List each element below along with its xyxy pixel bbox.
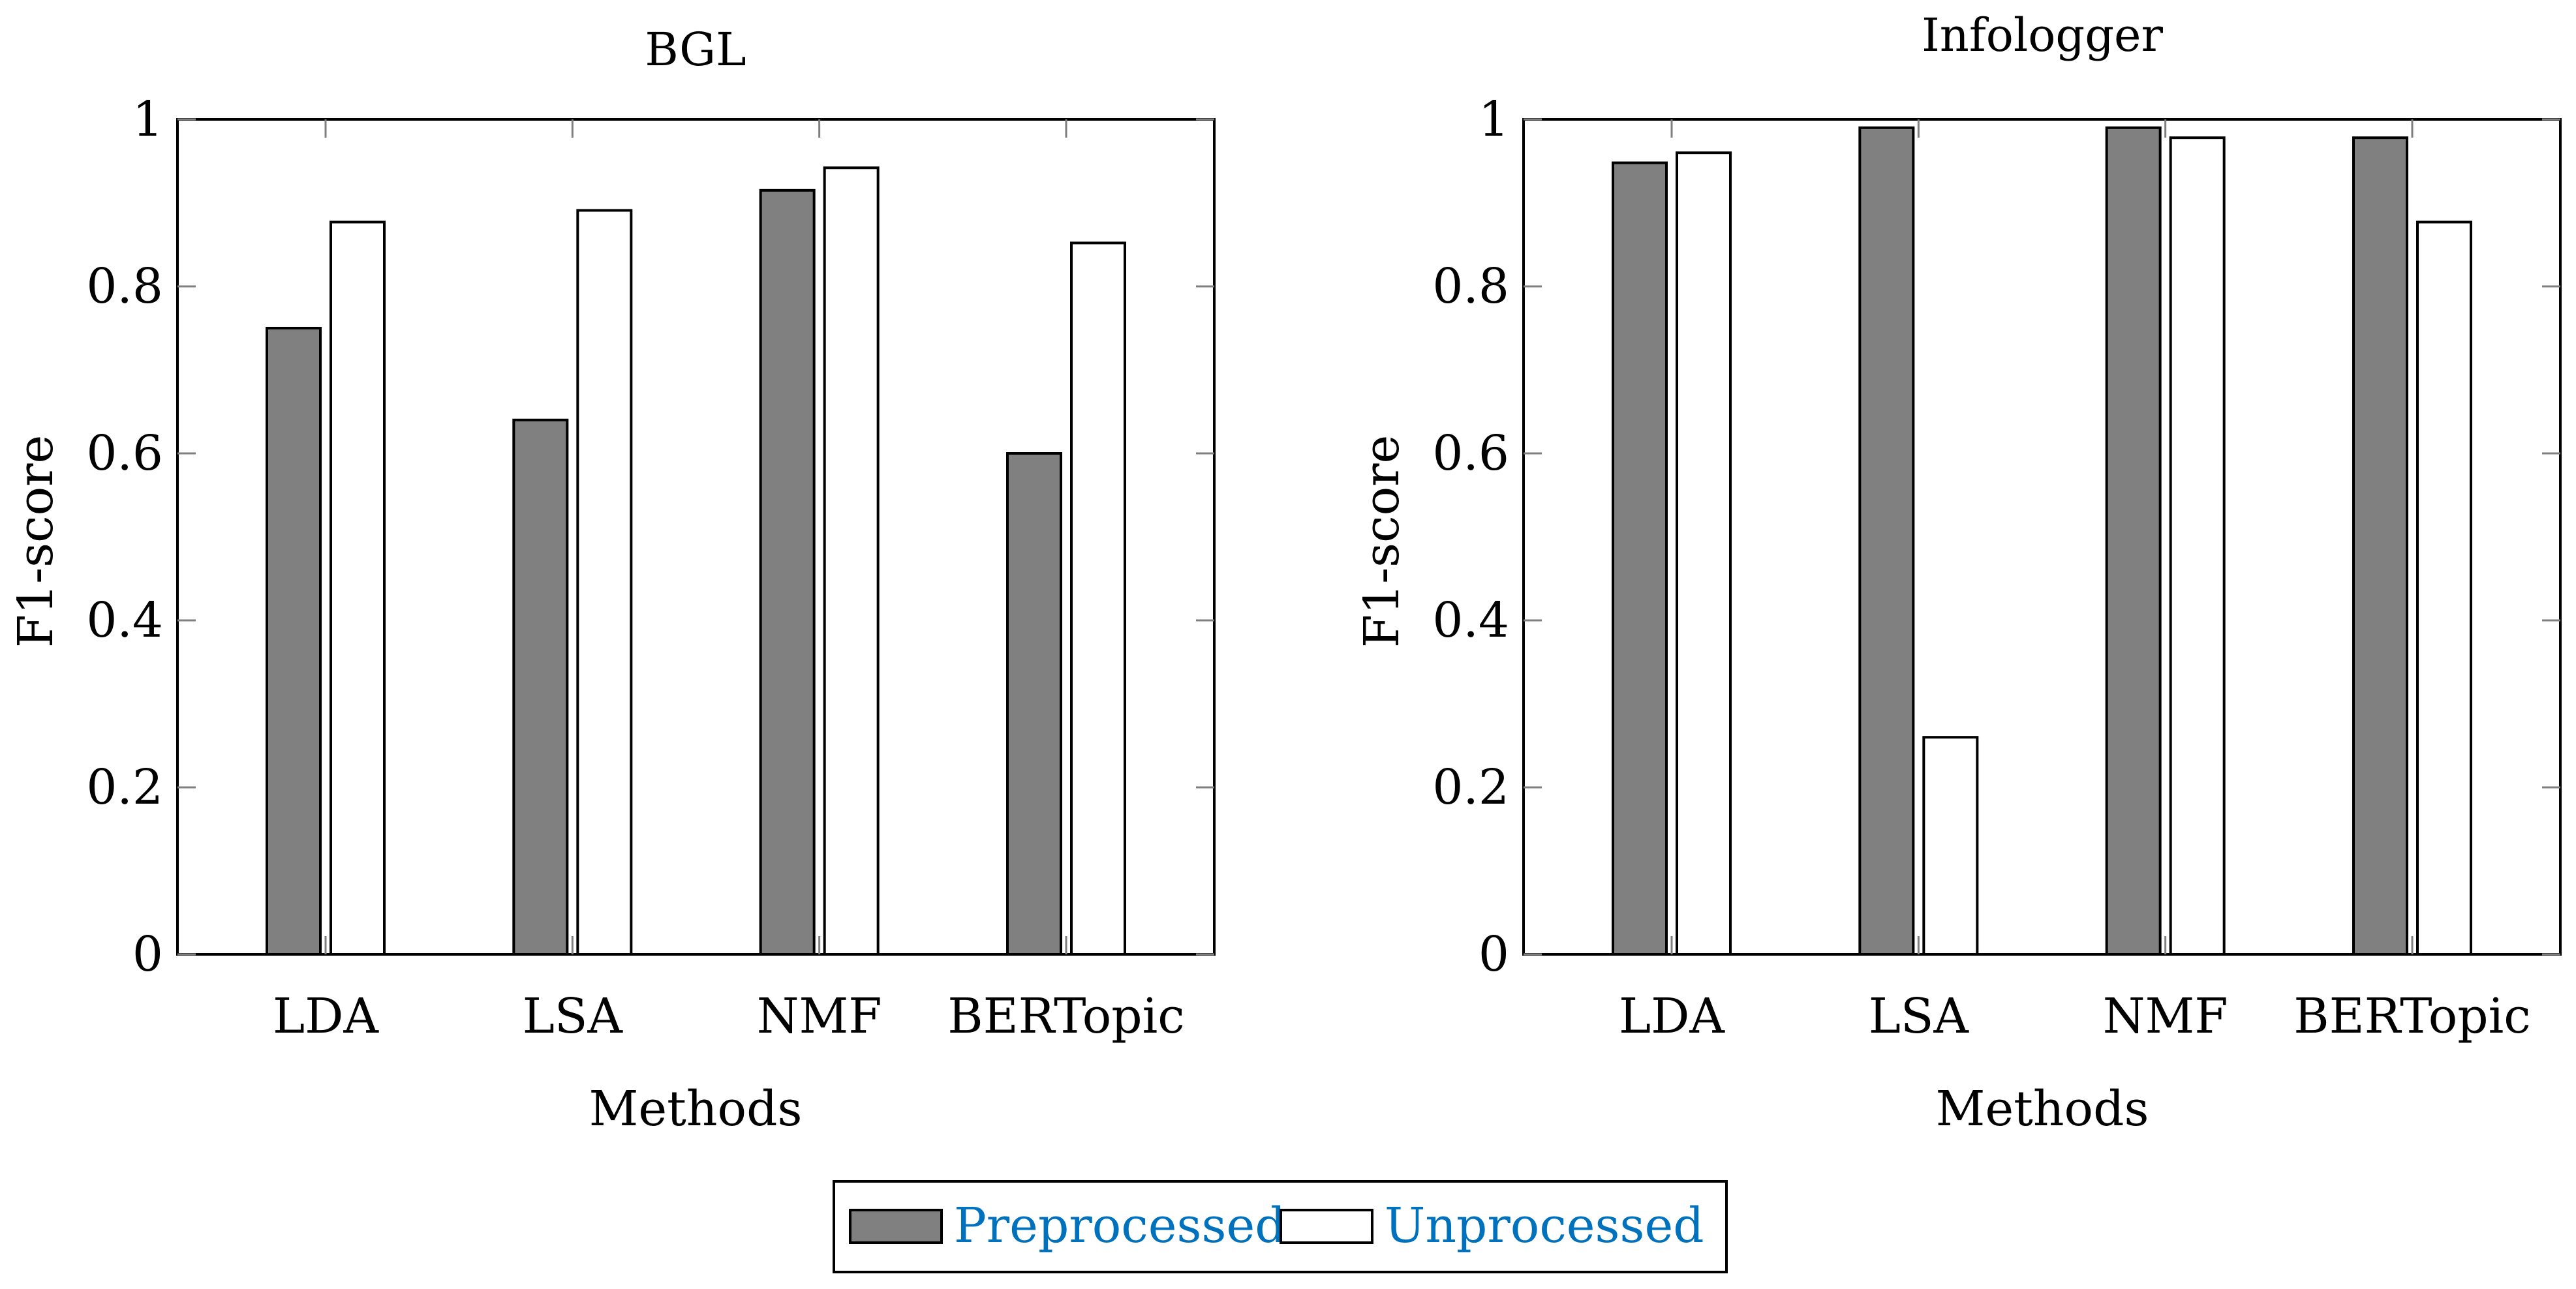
legend-swatch-unprocessed bbox=[1280, 1209, 1373, 1244]
x-tick-label: BERTopic bbox=[947, 988, 1184, 1044]
y-tick-label: 0.4 bbox=[86, 592, 163, 648]
legend-swatch-preprocessed bbox=[849, 1209, 943, 1244]
plot-frame bbox=[1522, 118, 2562, 956]
bar-unprocessed-lda bbox=[330, 220, 386, 956]
chart-bgl: BGL Methods F1-score 0 0.2 0.4 0.6 0.8 1 LDA LS… bbox=[8, 23, 1216, 1137]
y-tick-label: 0.2 bbox=[86, 759, 163, 815]
x-tick-label: NMF bbox=[757, 988, 882, 1044]
bar-preprocessed-nmf bbox=[2105, 126, 2162, 956]
y-tick-label: 0.8 bbox=[1432, 258, 1509, 314]
x-axis-label: Methods bbox=[589, 1081, 803, 1137]
y-tick-label: 0 bbox=[132, 926, 163, 982]
y-tick-label: 0.6 bbox=[86, 425, 163, 481]
legend-label-unprocessed: Unprocessed bbox=[1385, 1198, 1704, 1254]
x-tick-label: LSA bbox=[523, 988, 624, 1044]
bar-unprocessed-lsa bbox=[1922, 736, 1979, 956]
y-tick-label: 1 bbox=[132, 91, 163, 147]
bar-preprocessed-nmf bbox=[759, 189, 816, 956]
bar-preprocessed-lda bbox=[1612, 161, 1668, 956]
chart-title: Infologger bbox=[1922, 8, 2163, 62]
bar-preprocessed-bertopic bbox=[1006, 452, 1062, 956]
legend-label-preprocessed: Preprocessed bbox=[954, 1198, 1286, 1254]
bar-preprocessed-lda bbox=[266, 327, 322, 956]
bar-unprocessed-lsa bbox=[576, 209, 633, 956]
y-tick-label: 0 bbox=[1479, 926, 1509, 982]
bar-unprocessed-bertopic bbox=[2416, 220, 2472, 956]
y-tick-label: 0.6 bbox=[1432, 425, 1509, 481]
y-axis-label: F1-score bbox=[1354, 435, 1410, 648]
bar-preprocessed-lsa bbox=[512, 418, 569, 956]
x-axis-label: Methods bbox=[1936, 1081, 2149, 1137]
y-tick-label: 0.8 bbox=[86, 258, 163, 314]
bar-unprocessed-nmf bbox=[823, 166, 880, 956]
bar-unprocessed-bertopic bbox=[1070, 241, 1126, 956]
y-axis-label: F1-score bbox=[8, 435, 64, 648]
chart-infologger: Infologger Methods F1-score 0 0.2 0.4 0.6 0.… bbox=[1354, 8, 2562, 1137]
y-tick-label: 1 bbox=[1479, 91, 1509, 147]
x-tick-label: BERTopic bbox=[2293, 988, 2530, 1044]
legend: Preprocessed Unprocessed bbox=[833, 1180, 1728, 1273]
y-tick-label: 0.4 bbox=[1432, 592, 1509, 648]
chart-title: BGL bbox=[645, 23, 746, 76]
bar-preprocessed-bertopic bbox=[2352, 136, 2408, 956]
bar-unprocessed-nmf bbox=[2169, 136, 2226, 956]
plot-frame bbox=[176, 118, 1216, 956]
x-tick-label: LDA bbox=[1619, 988, 1725, 1044]
bar-preprocessed-lsa bbox=[1858, 126, 1915, 956]
x-tick-label: LSA bbox=[1869, 988, 1970, 1044]
x-tick-label: NMF bbox=[2103, 988, 2228, 1044]
y-tick-label: 0.2 bbox=[1432, 759, 1509, 815]
x-tick-label: LDA bbox=[273, 988, 379, 1044]
bar-unprocessed-lda bbox=[1676, 151, 1732, 956]
